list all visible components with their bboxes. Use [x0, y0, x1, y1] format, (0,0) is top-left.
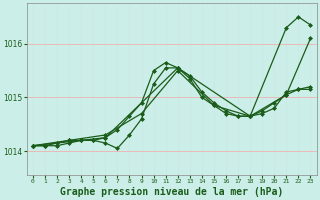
X-axis label: Graphe pression niveau de la mer (hPa): Graphe pression niveau de la mer (hPa) — [60, 186, 283, 197]
